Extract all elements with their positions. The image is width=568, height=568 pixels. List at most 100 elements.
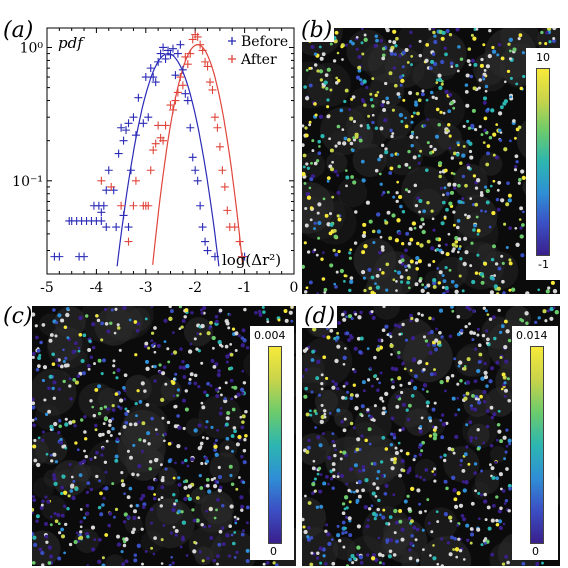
particle: [229, 504, 234, 509]
particle: [211, 335, 216, 341]
particle: [496, 188, 500, 192]
point-after: [154, 121, 163, 130]
particle: [410, 143, 414, 148]
particle: [407, 241, 412, 246]
particle: [152, 496, 157, 501]
particle: [388, 515, 393, 519]
particle: [344, 526, 347, 530]
particle: [412, 458, 416, 462]
particle: [309, 218, 313, 222]
particle: [331, 195, 335, 199]
particle: [455, 555, 459, 559]
particle: [49, 424, 54, 429]
background-blob: [32, 438, 50, 466]
particle: [312, 459, 316, 463]
particle: [456, 69, 460, 73]
particle: [112, 515, 116, 519]
particle: [499, 439, 504, 444]
particle: [117, 405, 120, 408]
particle: [174, 529, 179, 533]
point-after: [208, 85, 217, 94]
particle: [454, 244, 459, 248]
particle: [382, 190, 386, 195]
particle: [474, 271, 479, 275]
particle: [329, 148, 334, 153]
particle: [324, 73, 329, 77]
particle: [243, 307, 247, 312]
particle: [522, 210, 525, 214]
particle: [392, 493, 396, 497]
particle: [144, 341, 149, 346]
particle: [491, 45, 495, 50]
particle: [319, 78, 324, 82]
particle: [367, 427, 372, 432]
particle: [64, 522, 68, 527]
particle: [350, 97, 354, 101]
particle: [308, 280, 313, 285]
particle: [220, 344, 224, 348]
particle: [453, 497, 458, 502]
particle: [474, 202, 479, 207]
particle: [439, 186, 443, 190]
particle: [452, 223, 456, 227]
particle: [360, 41, 364, 45]
particle: [330, 538, 334, 541]
particle: [552, 289, 558, 294]
particle: [406, 276, 411, 280]
particle: [492, 179, 496, 183]
particle: [137, 516, 141, 520]
particle: [496, 53, 500, 57]
particle: [172, 350, 178, 355]
particle: [501, 261, 505, 265]
particle: [454, 434, 459, 440]
particle: [397, 441, 401, 445]
particle: [75, 531, 79, 535]
particle: [369, 415, 373, 419]
particle: [398, 194, 403, 200]
particle: [427, 521, 431, 525]
particle: [97, 537, 102, 542]
particle: [479, 394, 483, 399]
point-before: [210, 252, 219, 261]
background-blob: [188, 527, 223, 561]
particle: [370, 275, 375, 280]
panel-label-b: (b): [299, 18, 335, 43]
particle: [476, 368, 481, 374]
x-tick-label: -1: [238, 280, 252, 296]
particle: [192, 549, 197, 554]
particle: [319, 473, 323, 476]
particle: [237, 334, 241, 338]
particle: [38, 547, 43, 552]
particle: [483, 375, 489, 380]
particle: [47, 545, 52, 550]
particle: [97, 411, 102, 416]
particle: [518, 218, 522, 221]
particle: [192, 518, 197, 523]
particle: [225, 354, 230, 359]
particle: [91, 547, 96, 552]
particle: [442, 200, 446, 205]
particle: [384, 150, 389, 155]
background-blob: [354, 405, 392, 443]
particle: [459, 463, 463, 467]
particle: [354, 406, 359, 411]
particle: [219, 406, 223, 410]
particle: [520, 169, 525, 174]
particle: [417, 312, 421, 316]
particle: [377, 552, 383, 557]
particle: [356, 437, 361, 442]
particle: [184, 458, 188, 463]
particle: [489, 290, 494, 294]
particle: [452, 488, 457, 493]
particle: [400, 254, 405, 259]
particle: [469, 439, 473, 443]
particle: [450, 535, 454, 540]
particle: [525, 321, 529, 325]
particle: [48, 338, 53, 343]
particle: [550, 280, 555, 285]
particle: [466, 538, 470, 543]
particle: [187, 496, 193, 502]
particle: [474, 489, 478, 493]
particle: [360, 414, 364, 418]
particle: [206, 556, 210, 560]
